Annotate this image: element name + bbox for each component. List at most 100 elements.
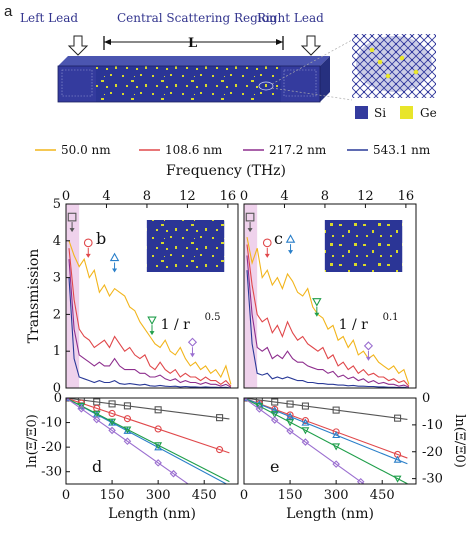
triangle-up-point bbox=[270, 406, 279, 414]
marker-arrow-icon bbox=[264, 253, 270, 258]
circle-marker bbox=[262, 238, 272, 248]
low-frequency-highlight bbox=[66, 204, 80, 388]
triangle-down-point bbox=[123, 426, 132, 434]
square-point bbox=[216, 414, 224, 422]
triangle-up-point bbox=[393, 455, 402, 463]
triangle-down-point bbox=[255, 403, 264, 411]
square-point bbox=[394, 414, 402, 422]
diamond-point bbox=[169, 469, 178, 478]
y-tick-label: -10 bbox=[422, 418, 443, 433]
triangle-down-marker bbox=[147, 316, 157, 326]
diamond-point bbox=[123, 437, 132, 446]
y-tick-label: -30 bbox=[41, 465, 62, 480]
bar-top-face bbox=[58, 56, 330, 66]
triangle-down-point bbox=[154, 442, 163, 450]
circle-point bbox=[154, 425, 162, 433]
triangle-down-point bbox=[270, 411, 279, 419]
x-tick-label: 0 bbox=[240, 488, 248, 503]
legend-108nm: 108.6 nm bbox=[165, 143, 223, 157]
y-tick-label: -30 bbox=[422, 472, 443, 487]
triangle-down-point bbox=[77, 402, 86, 410]
series-line bbox=[68, 259, 232, 388]
si-label: Si bbox=[374, 106, 386, 120]
x-tick-label: 450 bbox=[192, 488, 217, 503]
diamond-fit-line bbox=[244, 398, 365, 484]
panel-e: 0 150 300 450 0 -10 -20 -30 Length (nm) ln(Ξ/Ξ0) e bbox=[240, 391, 467, 522]
legend-543nm: 543.1 nm bbox=[373, 143, 431, 157]
square-point bbox=[154, 406, 162, 414]
ge-label: Ge bbox=[420, 106, 437, 120]
composition-map-inset bbox=[146, 220, 225, 272]
x-tick-label: 0 bbox=[62, 189, 70, 204]
circle-point bbox=[216, 446, 224, 454]
marker-arrow-icon bbox=[85, 253, 91, 258]
panel-letter: b bbox=[96, 229, 106, 248]
y-tick-label: 0 bbox=[54, 391, 62, 406]
x-axis-title: Length (nm) bbox=[286, 506, 374, 522]
panel-a: a Left Lead Central Scattering Region Ri… bbox=[4, 3, 437, 120]
circle-marker bbox=[83, 238, 93, 248]
panel-c: 1 / r 0.1 0 4 8 12 16 c bbox=[240, 189, 417, 389]
y-tick-label: -10 bbox=[41, 416, 62, 431]
triangle-down-fit-line bbox=[66, 398, 230, 483]
y-tick-label: 1 bbox=[53, 344, 61, 359]
square-point bbox=[301, 402, 309, 410]
series-line bbox=[68, 248, 232, 387]
series-line bbox=[246, 236, 410, 385]
panel-a-label: a bbox=[4, 3, 13, 20]
triangle-up-marker bbox=[109, 252, 120, 262]
x-tick-label: 4 bbox=[280, 189, 288, 204]
x-tick-label: 0 bbox=[240, 189, 248, 204]
triangle-up-point bbox=[301, 418, 310, 426]
marker-arrow-icon bbox=[365, 356, 371, 361]
x-tick-label: 150 bbox=[278, 488, 303, 503]
x-tick-label: 16 bbox=[398, 189, 415, 204]
exponent-annotation: 1 / r bbox=[339, 317, 369, 333]
y-tick-label: 2 bbox=[53, 307, 61, 322]
marker-arrow-icon bbox=[189, 353, 195, 358]
bar-end-face bbox=[320, 56, 330, 102]
triangle-down-point bbox=[286, 419, 295, 427]
y-axis-title: ln(Ξ/Ξ0) bbox=[25, 414, 40, 468]
triangle-up-point bbox=[286, 412, 295, 420]
x-axis-title: Length (nm) bbox=[108, 506, 196, 522]
series-line bbox=[68, 240, 232, 385]
ge-swatch bbox=[400, 106, 413, 119]
square-marker bbox=[67, 212, 77, 222]
triangle-up-fit-line bbox=[244, 398, 408, 465]
left-lead-label: Left Lead bbox=[20, 11, 78, 25]
triangle-down-point bbox=[332, 443, 341, 451]
exponent-value: 0.1 bbox=[383, 312, 399, 323]
diamond-point bbox=[108, 426, 116, 435]
composition-map-inset bbox=[324, 220, 403, 272]
scattering-region-block bbox=[96, 66, 281, 102]
diamond-fit-line bbox=[66, 398, 190, 484]
fit-lines bbox=[244, 398, 408, 484]
central-region-label: Central Scattering Region bbox=[117, 11, 277, 25]
y-tick-label: 0 bbox=[422, 391, 430, 406]
x-tick-label: 8 bbox=[321, 189, 329, 204]
x-tick-label: 16 bbox=[220, 189, 237, 204]
square-point bbox=[255, 398, 263, 404]
triangle-down-point bbox=[301, 427, 310, 435]
diamond-marker bbox=[187, 337, 198, 347]
marker-arrow-icon bbox=[69, 228, 75, 233]
triangle-down-point bbox=[393, 475, 402, 483]
circle-point bbox=[123, 415, 131, 423]
series-line bbox=[68, 277, 231, 389]
panel-letter: c bbox=[274, 229, 283, 248]
fit-lines bbox=[66, 398, 230, 484]
x-tick-label: 12 bbox=[357, 189, 374, 204]
circle-point bbox=[108, 409, 116, 418]
diamond-point bbox=[286, 427, 294, 435]
left-lead-block bbox=[58, 66, 96, 102]
x-tick-label: 450 bbox=[370, 488, 395, 503]
y-tick-label: 0 bbox=[53, 381, 61, 396]
circle-point bbox=[301, 417, 309, 425]
square-point bbox=[108, 400, 116, 408]
square-point bbox=[332, 406, 340, 414]
zoom-spot bbox=[258, 81, 274, 91]
x-tick-label: 12 bbox=[179, 189, 196, 204]
exponent-value: 0.5 bbox=[205, 312, 221, 323]
